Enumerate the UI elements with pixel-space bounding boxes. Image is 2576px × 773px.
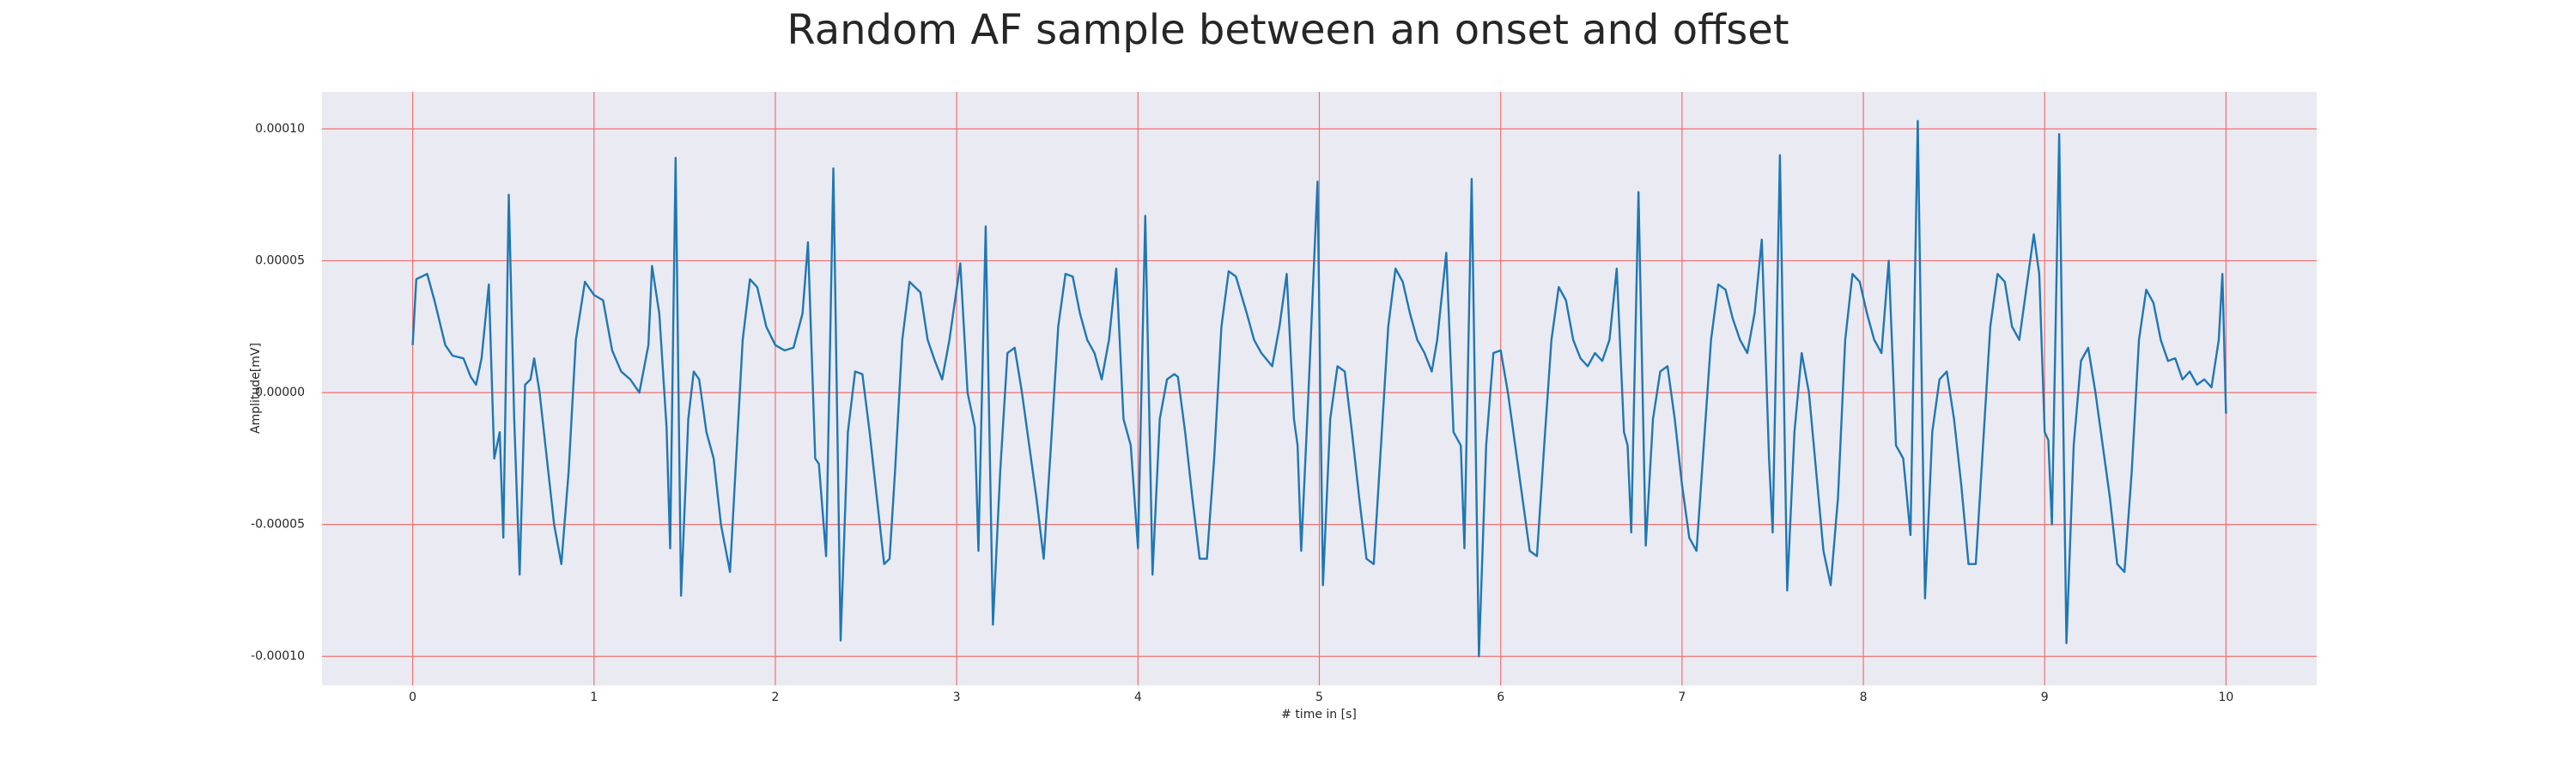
- y-tick-label: 0.00000: [255, 386, 305, 399]
- x-tick-label: 7: [1678, 691, 1686, 704]
- x-tick-label: 2: [771, 691, 779, 704]
- x-tick-label: 6: [1497, 691, 1504, 704]
- y-tick-label: 0.00005: [255, 254, 305, 268]
- y-tick-label: -0.00005: [251, 518, 305, 532]
- y-tick-label: -0.00010: [251, 649, 305, 663]
- y-tick-label: 0.00010: [255, 122, 305, 136]
- x-tick-label: 1: [590, 691, 598, 704]
- y-axis-label: Amplitude[mV]: [249, 343, 263, 434]
- x-tick-label: 0: [409, 691, 416, 704]
- signal-line: [411, 119, 2227, 658]
- x-axis-label: # time in [s]: [1281, 708, 1357, 721]
- x-tick-label: 9: [2041, 691, 2049, 704]
- x-tick-label: 5: [1315, 691, 1323, 704]
- x-tick-label: 10: [2218, 691, 2233, 704]
- x-tick-label: 8: [1860, 691, 1868, 704]
- x-tick-label: 4: [1134, 691, 1142, 704]
- chart-title: Random AF sample between an onset and of…: [787, 6, 1789, 54]
- x-tick-label: 3: [953, 691, 961, 704]
